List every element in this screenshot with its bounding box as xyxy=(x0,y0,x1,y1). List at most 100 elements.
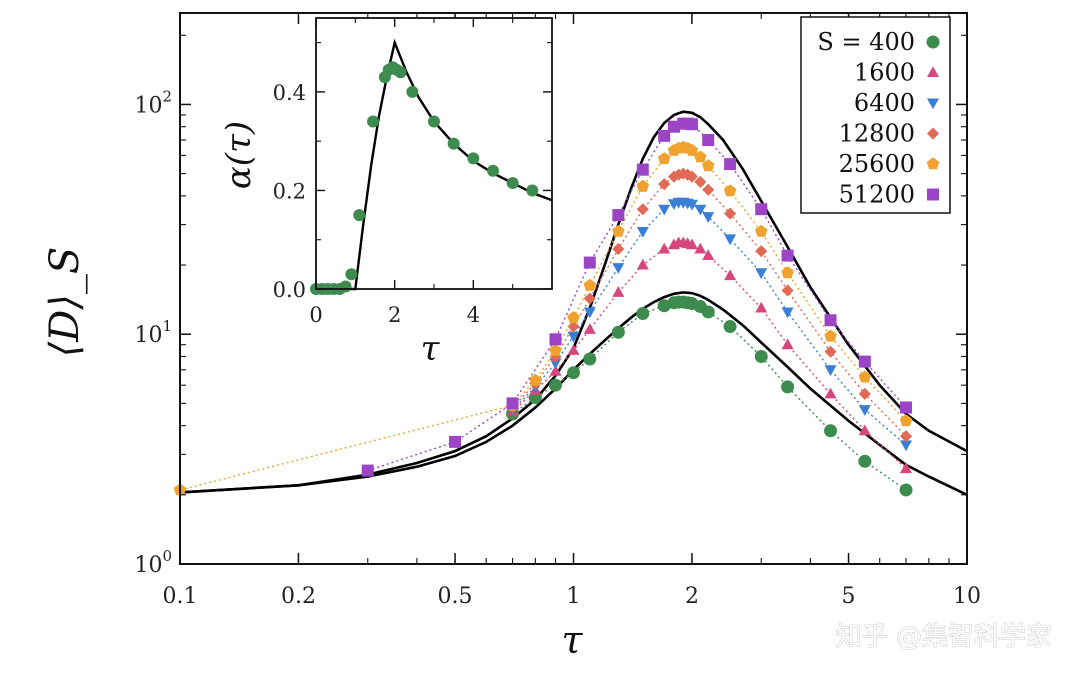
data-point xyxy=(724,269,737,281)
data-point xyxy=(567,331,580,343)
inset-y-tick-label: 0.4 xyxy=(273,81,306,105)
data-point xyxy=(657,299,671,313)
main-data-series xyxy=(173,117,913,497)
data-point xyxy=(858,387,871,400)
inset-data-point xyxy=(526,184,539,197)
data-point xyxy=(583,256,596,269)
data-point xyxy=(658,242,671,254)
x-tick-label: 2 xyxy=(685,584,699,609)
legend-marker xyxy=(927,127,939,140)
data-point xyxy=(701,305,715,319)
data-point xyxy=(611,325,625,339)
data-point xyxy=(658,204,671,216)
data-point xyxy=(723,320,737,334)
legend-entry: 51200 xyxy=(839,181,939,209)
data-point xyxy=(612,286,625,297)
inset-ylabel: α(τ) xyxy=(219,121,259,189)
data-point xyxy=(685,170,698,183)
x-tick-label: 10 xyxy=(953,584,981,609)
legend-entry: 12800 xyxy=(839,120,939,148)
inset-axis-ticks: 0 2 4 0.0 0.2 0.4 xyxy=(273,18,552,327)
data-point xyxy=(636,258,649,270)
inset-background xyxy=(316,18,552,289)
legend-marker xyxy=(927,98,939,110)
inset-data-point xyxy=(487,164,499,177)
data-point xyxy=(612,263,625,274)
x-tick-label: 5 xyxy=(842,584,856,609)
watermark: 知乎 @集智科学家 xyxy=(836,622,1052,652)
data-point xyxy=(824,345,837,358)
data-point xyxy=(685,118,698,131)
data-point xyxy=(755,224,768,237)
data-point xyxy=(548,378,562,392)
legend-entry: 6400 xyxy=(854,89,939,117)
legend-entry: 1600 xyxy=(854,59,939,87)
data-point xyxy=(694,175,707,188)
data-point xyxy=(567,366,580,380)
data-point xyxy=(858,454,872,468)
data-point xyxy=(685,143,699,156)
data-point xyxy=(694,204,707,216)
x-tick-label: 0.5 xyxy=(438,584,473,609)
x-tick-label: 1 xyxy=(567,584,581,609)
inset-data-point xyxy=(345,268,358,281)
inset-data-point xyxy=(339,280,352,293)
data-point xyxy=(702,134,715,147)
data-point xyxy=(583,278,597,291)
data-point xyxy=(724,207,737,220)
inset-data-point xyxy=(428,115,440,128)
data-point xyxy=(858,405,871,416)
data-point xyxy=(899,483,913,497)
data-point xyxy=(702,212,715,223)
data-point xyxy=(583,352,597,366)
data-point xyxy=(899,414,913,427)
data-point xyxy=(755,301,768,313)
data-point xyxy=(694,242,707,254)
data-point xyxy=(549,364,562,376)
legend-marker xyxy=(927,188,939,201)
data-point xyxy=(449,435,462,448)
data-point xyxy=(900,462,912,474)
data-point xyxy=(686,199,698,211)
data-point xyxy=(583,307,596,319)
data-point xyxy=(781,266,794,279)
data-point xyxy=(824,424,838,438)
legend-label: 51200 xyxy=(839,181,915,209)
data-point xyxy=(694,150,707,163)
data-point xyxy=(567,344,580,355)
x-tick-label: 0.1 xyxy=(163,584,198,609)
data-point xyxy=(724,158,737,171)
legend-label: 6400 xyxy=(854,89,915,117)
inset-data-point xyxy=(406,85,419,98)
data-point xyxy=(900,401,913,414)
data-point xyxy=(549,333,562,346)
series-4 xyxy=(173,140,913,496)
data-point xyxy=(781,380,795,394)
data-point xyxy=(361,464,374,477)
data-point xyxy=(702,249,715,260)
data-point xyxy=(900,440,912,452)
series-0 xyxy=(506,295,913,497)
data-point xyxy=(724,234,737,246)
series-1 xyxy=(506,236,912,474)
data-point xyxy=(612,242,625,255)
data-point xyxy=(781,284,794,297)
data-point xyxy=(583,292,596,305)
data-point xyxy=(681,168,694,181)
data-point xyxy=(824,314,837,327)
data-point xyxy=(658,129,671,142)
y-tick-label: 102 xyxy=(134,87,172,118)
data-point xyxy=(702,183,715,196)
legend-entry: S = 400 xyxy=(817,28,940,56)
y-tick-label: 100 xyxy=(134,547,172,578)
y-tick-label: 101 xyxy=(134,317,172,348)
data-point xyxy=(723,184,737,197)
x-tick-label: 0.2 xyxy=(281,584,316,609)
series-line xyxy=(512,201,907,446)
inset-x-tick-label: 2 xyxy=(388,303,401,327)
legend-label: 1600 xyxy=(854,59,915,87)
inset-x-tick-label: 4 xyxy=(467,303,480,327)
main-xlabel: τ xyxy=(561,618,583,662)
